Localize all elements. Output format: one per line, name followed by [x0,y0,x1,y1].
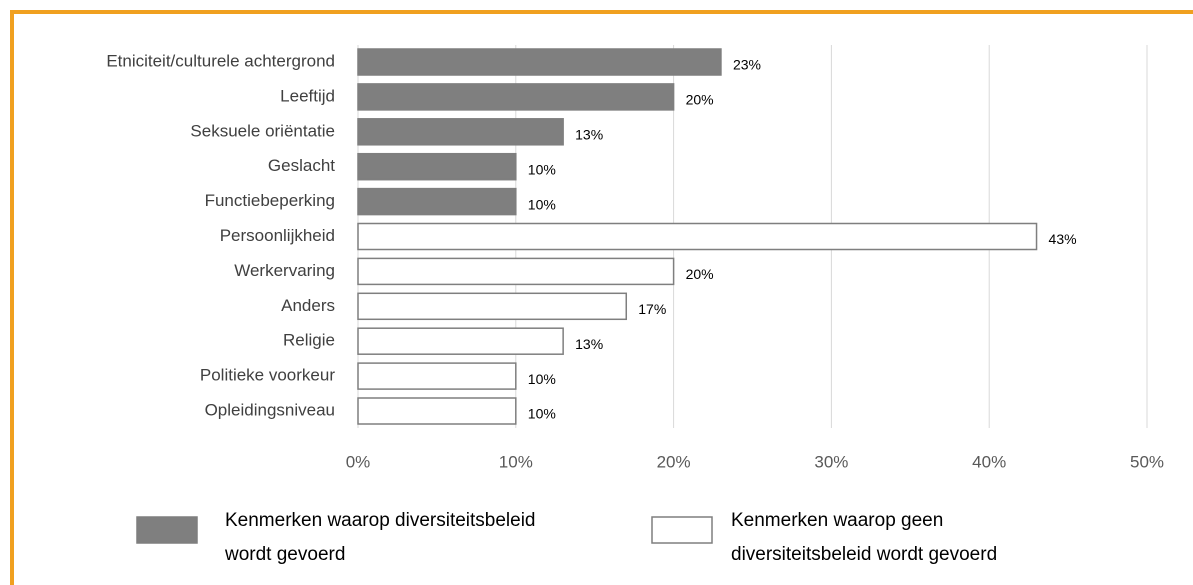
legend-swatch [136,516,198,544]
x-tick-label: 10% [499,452,533,471]
frame [10,10,1193,585]
bar [357,152,517,181]
x-tick-label: 20% [657,452,691,471]
x-tick-label: 50% [1130,452,1164,471]
value-label: 10% [528,196,556,212]
y-tick-label: Functiebeperking [205,191,335,210]
y-tick-label: Werkervaring [234,261,335,280]
value-label: 10% [528,406,556,422]
y-tick-label: Opleidingsniveau [205,400,335,419]
value-label: 13% [575,336,603,352]
bar [357,48,722,76]
legend-swatch [651,516,713,544]
value-label: 17% [638,301,666,317]
y-tick-label: Etniciteit/culturele achtergrond [106,51,335,70]
y-tick-label: Seksuele oriëntatie [190,121,335,140]
y-tick-label: Geslacht [268,156,335,175]
bar [357,327,564,355]
bar [357,257,675,286]
bar [357,292,628,321]
x-tick-label: 0% [346,452,371,471]
legend-label: Kenmerken waarop diversiteitsbeleid word… [225,510,536,565]
bar [357,83,675,111]
value-label: 43% [1049,231,1077,247]
value-label: 20% [686,92,714,108]
bar [357,222,1038,251]
bar [357,187,517,216]
value-label: 10% [528,161,556,177]
y-tick-label: Anders [281,296,335,315]
y-tick-label: Religie [283,331,335,350]
value-label: 20% [686,266,714,282]
value-label: 23% [733,57,761,73]
bar [357,118,564,146]
x-tick-label: 30% [814,452,848,471]
bar [357,362,517,390]
legend-label: Kenmerken waarop geen diversiteitsbeleid… [731,510,998,565]
y-tick-label: Leeftijd [280,86,335,105]
value-label: 10% [528,371,556,387]
bar [357,397,517,425]
value-label: 13% [575,127,603,143]
y-tick-label: Politieke voorkeur [200,366,335,385]
x-tick-label: 40% [972,452,1006,471]
y-tick-label: Persoonlijkheid [220,226,335,245]
